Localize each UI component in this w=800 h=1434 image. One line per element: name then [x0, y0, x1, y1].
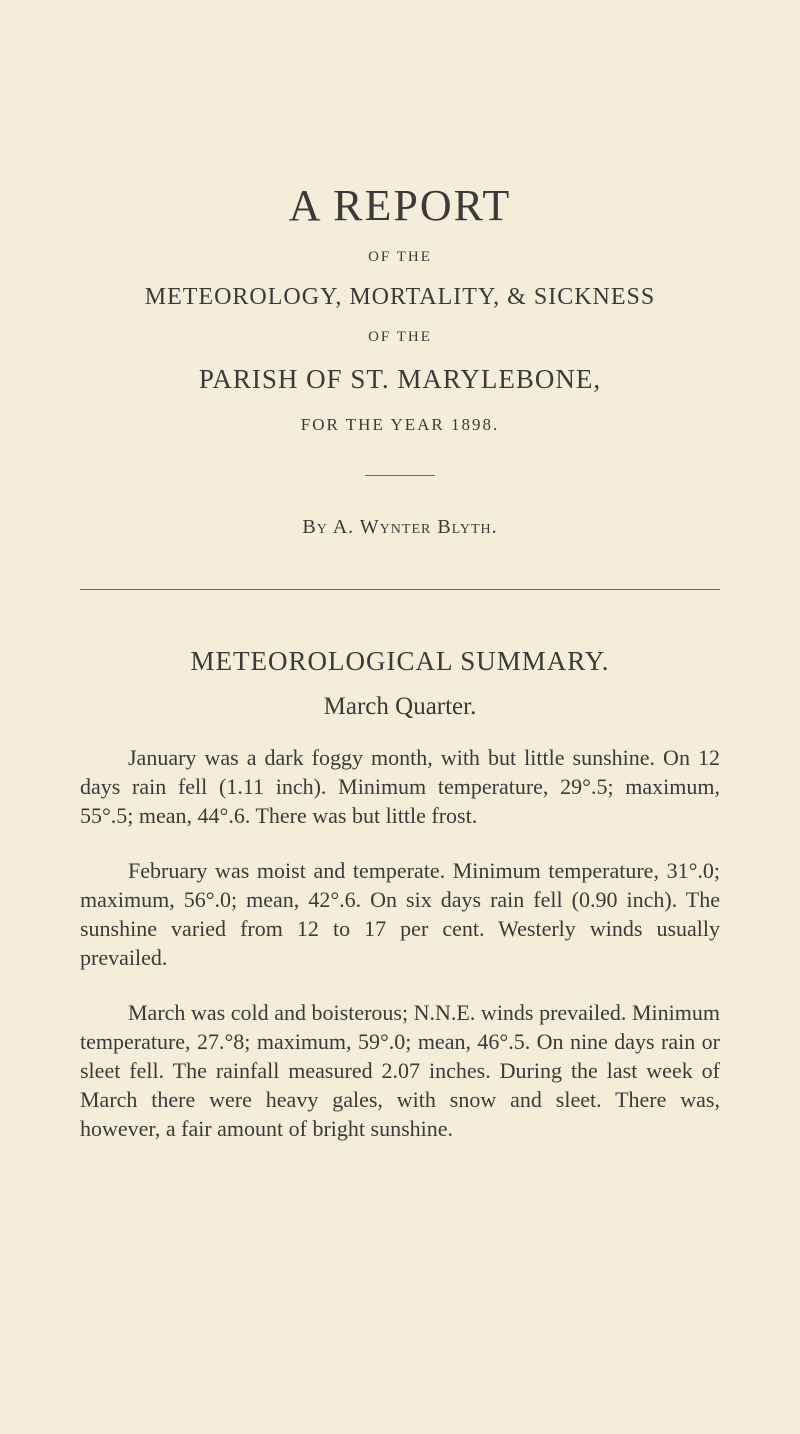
- paragraph-february: February was moist and temperate. Minimu…: [80, 856, 720, 972]
- for-year-line: FOR THE YEAR 1898.: [80, 415, 720, 435]
- of-the-1: OF THE: [80, 249, 720, 266]
- of-the-2: OF THE: [80, 329, 720, 346]
- quarter-title: March Quarter.: [80, 693, 720, 721]
- divider-short: [365, 475, 435, 476]
- page: A REPORT OF THE METEOROLOGY, MORTALITY, …: [0, 0, 800, 1434]
- report-title: A REPORT: [80, 180, 720, 231]
- parish-line: PARISH OF ST. MARYLEBONE,: [80, 364, 720, 395]
- divider-full: [80, 589, 720, 590]
- summary-title: METEOROLOGICAL SUMMARY.: [80, 646, 720, 677]
- paragraph-january: January was a dark foggy month, with but…: [80, 743, 720, 830]
- author-line: By A. Wynter Blyth.: [80, 516, 720, 539]
- meteorology-line: METEOROLOGY, MORTALITY, & SICKNESS: [80, 284, 720, 311]
- paragraph-march: March was cold and boisterous; N.N.E. wi…: [80, 998, 720, 1143]
